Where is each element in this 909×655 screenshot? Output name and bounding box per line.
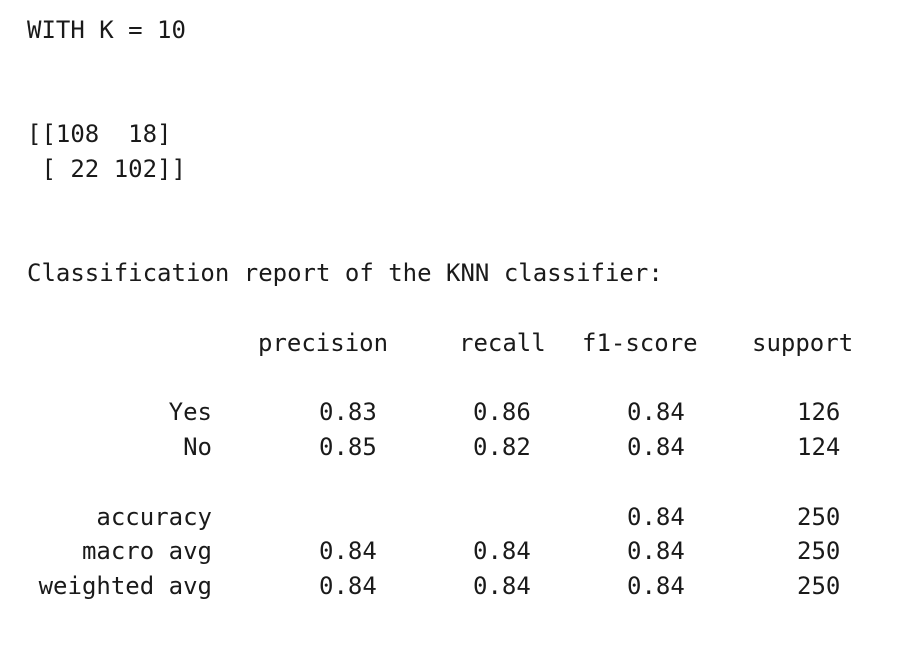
header-support: support bbox=[752, 329, 854, 357]
confusion-matrix-row-2: [ 22 102]] bbox=[27, 155, 186, 183]
row-accuracy-support: 250 bbox=[797, 503, 841, 531]
row-macro-precision: 0.84 bbox=[319, 537, 377, 565]
row-macro-support: 250 bbox=[797, 537, 841, 565]
row-yes-f1: 0.84 bbox=[627, 398, 685, 426]
output-heading: WITH K = 10 bbox=[27, 16, 186, 44]
row-no-precision: 0.85 bbox=[319, 433, 377, 461]
row-label-macro-avg: macro avg bbox=[81, 537, 212, 565]
row-no-f1: 0.84 bbox=[627, 433, 685, 461]
row-label-no: No bbox=[183, 433, 212, 461]
header-f1-score: f1-score bbox=[582, 329, 698, 357]
row-no-support: 124 bbox=[797, 433, 841, 461]
row-macro-recall: 0.84 bbox=[473, 537, 531, 565]
row-no-recall: 0.82 bbox=[473, 433, 531, 461]
row-label-accuracy: accuracy bbox=[96, 503, 212, 531]
confusion-matrix-row-1: [[108 18] bbox=[27, 120, 172, 148]
row-weighted-f1: 0.84 bbox=[627, 572, 685, 600]
row-yes-recall: 0.86 bbox=[473, 398, 531, 426]
row-label-yes: Yes bbox=[168, 398, 212, 426]
row-yes-support: 126 bbox=[797, 398, 841, 426]
row-macro-f1: 0.84 bbox=[627, 537, 685, 565]
row-accuracy-f1: 0.84 bbox=[627, 503, 685, 531]
row-weighted-support: 250 bbox=[797, 572, 841, 600]
row-label-weighted-avg: weighted avg bbox=[38, 572, 212, 600]
row-yes-precision: 0.83 bbox=[319, 398, 377, 426]
row-weighted-precision: 0.84 bbox=[319, 572, 377, 600]
header-precision: precision bbox=[258, 329, 389, 357]
report-title: Classification report of the KNN classif… bbox=[27, 259, 663, 287]
header-recall: recall bbox=[459, 329, 546, 357]
row-weighted-recall: 0.84 bbox=[473, 572, 531, 600]
